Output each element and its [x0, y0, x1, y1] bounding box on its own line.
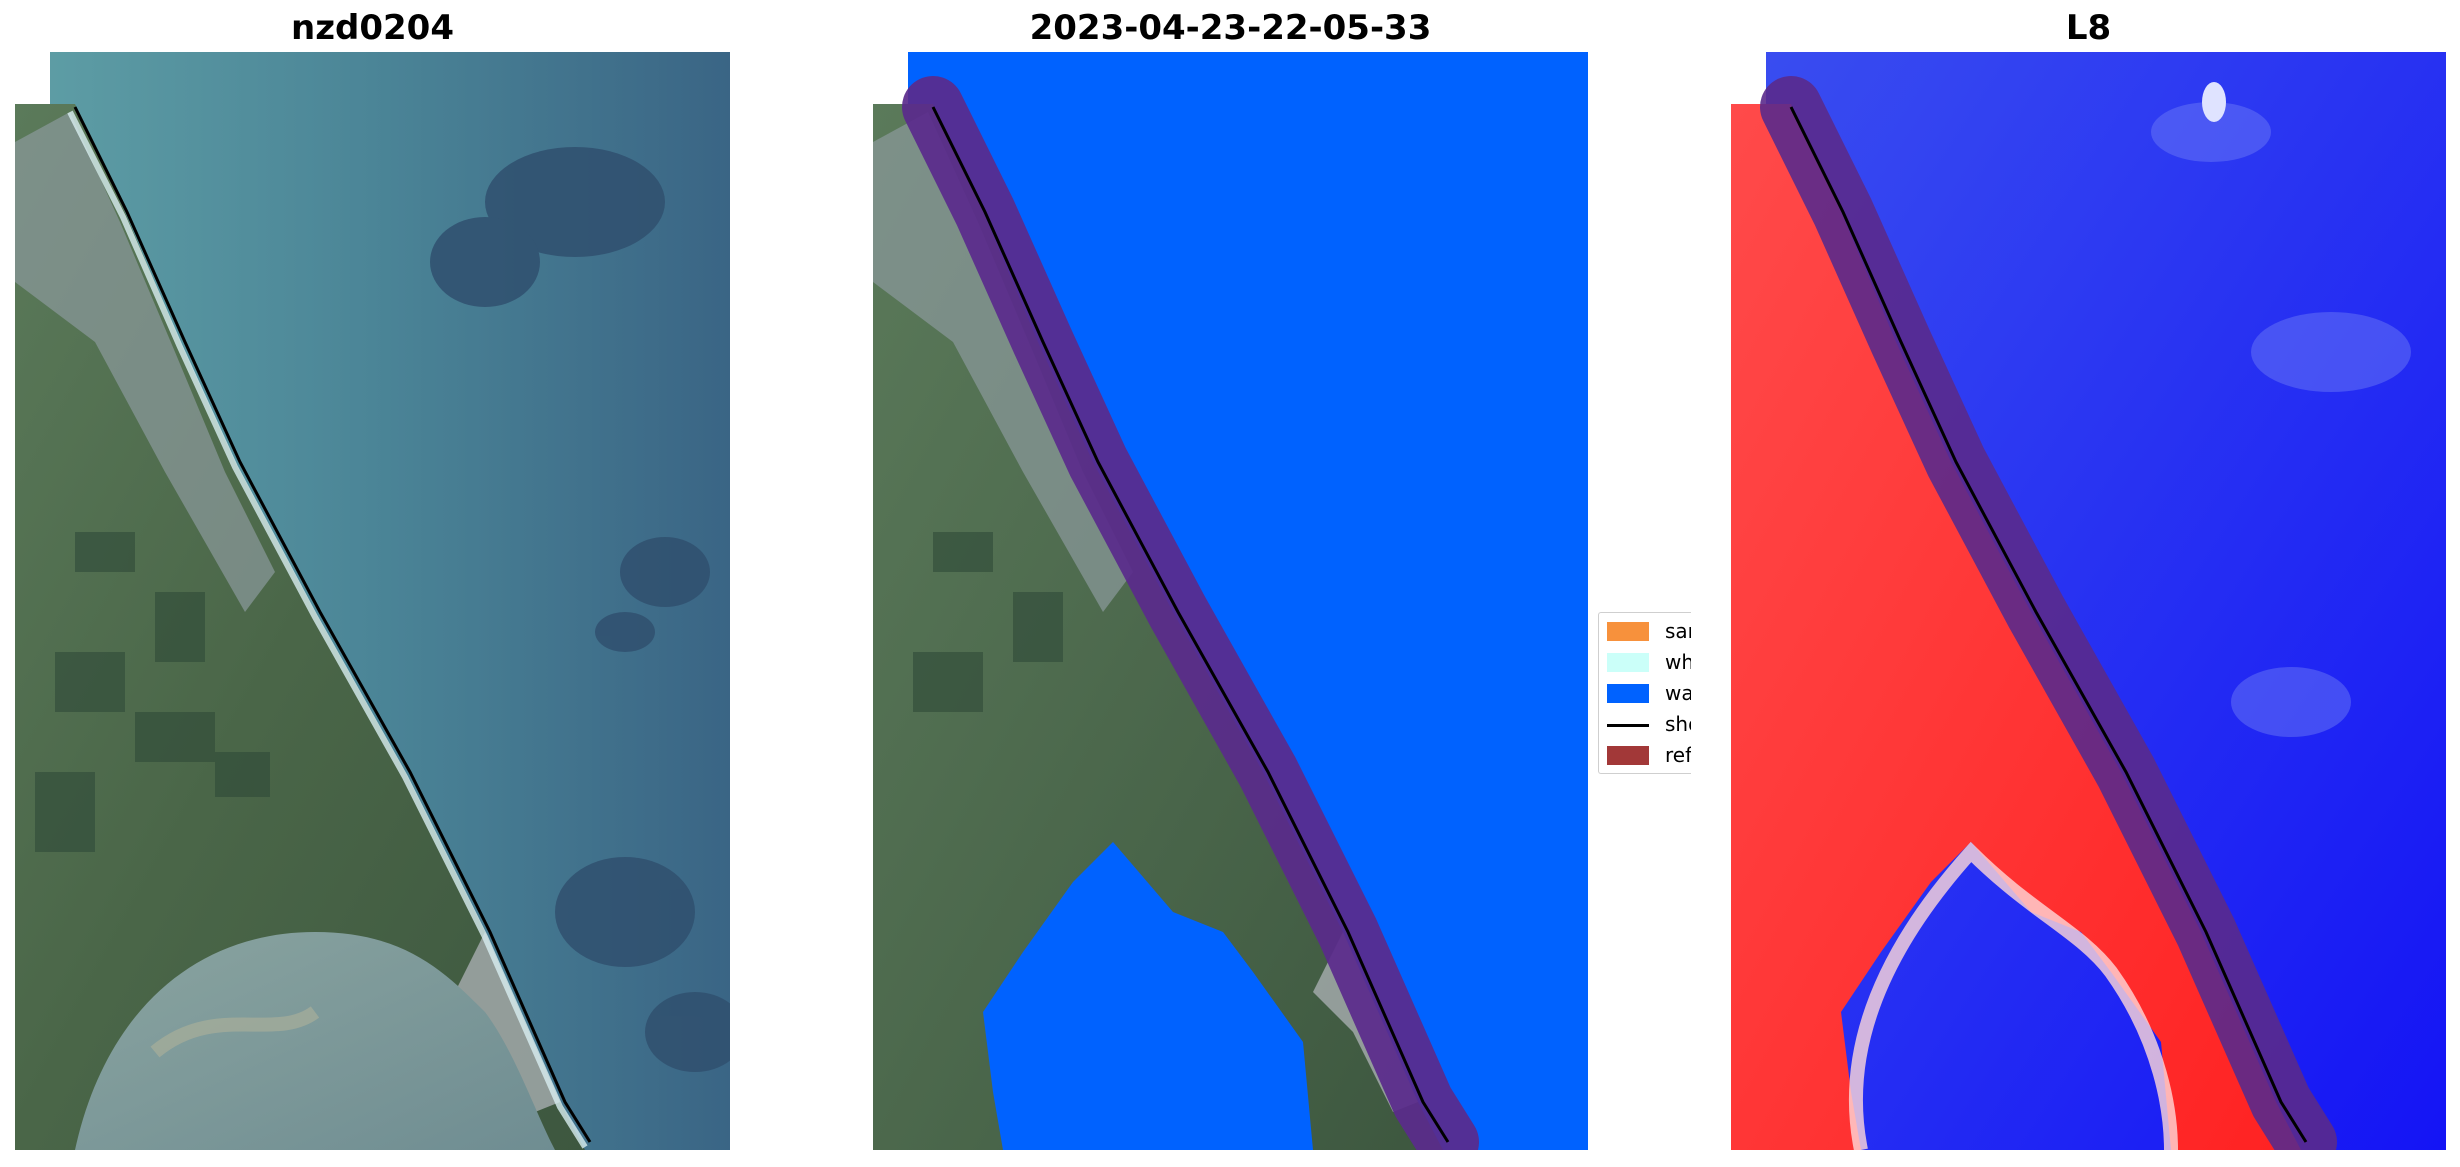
legend-label: whitew [1665, 650, 1691, 674]
panel-title-classified: 2023-04-23-22-05-33 [1029, 8, 1432, 48]
legend-item-water: water [1607, 680, 1691, 706]
index-image-panel [1731, 52, 2446, 1150]
legend-label: sand [1665, 619, 1691, 643]
legend-item-shoreline: shorel [1607, 711, 1691, 737]
classified-image [873, 52, 1588, 1150]
sand-swatch [1607, 621, 1649, 641]
legend-label: referer [1665, 743, 1691, 767]
shoreline-line [931, 106, 1450, 1143]
water-swatch [1607, 683, 1649, 703]
panel-title-index: L8 [2065, 8, 2112, 48]
shoreline-swatch [1607, 715, 1649, 734]
whitewater-swatch [1607, 652, 1649, 672]
shoreline-line [1789, 106, 2308, 1143]
panel-title-rgb: nzd0204 [291, 8, 454, 48]
index-image [1731, 52, 2446, 1150]
classified-image-panel [873, 52, 1588, 1150]
legend: sand whitew water shorel referer [1598, 612, 1691, 774]
legend-item-sand: sand [1607, 618, 1691, 644]
legend-label: shorel [1665, 712, 1691, 736]
legend-item-whitewater: whitew [1607, 649, 1691, 675]
rgb-image [15, 52, 730, 1150]
legend-item-reference: referer [1607, 742, 1691, 768]
rgb-image-panel [15, 52, 730, 1150]
legend-label: water [1665, 681, 1691, 705]
shoreline-line [73, 106, 592, 1143]
reference-swatch [1607, 745, 1649, 765]
